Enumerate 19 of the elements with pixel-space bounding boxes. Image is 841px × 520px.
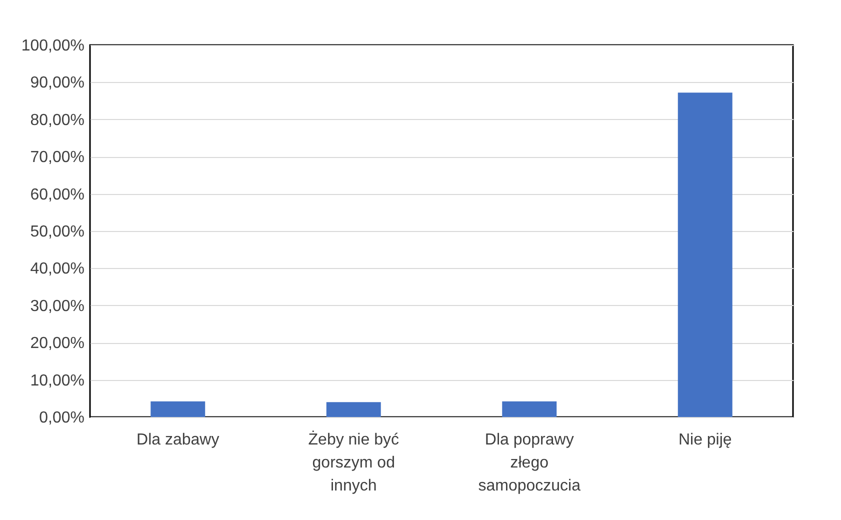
bar (150, 401, 206, 417)
y-tick-label: 40,00% (30, 260, 84, 278)
x-tick-label: Nie piję (678, 432, 732, 448)
x-tick-label: Dla poprawy złego samopoczucia (478, 432, 581, 494)
y-tick-label: 80,00% (30, 112, 84, 129)
y-tick-label: 90,00% (30, 74, 84, 92)
y-tick-label: 50,00% (30, 224, 84, 240)
bar (326, 402, 381, 417)
bar (502, 401, 557, 417)
x-tick-label: Dla zabawy (136, 432, 220, 448)
y-tick-label: 20,00% (30, 335, 84, 352)
y-tick-label: 60,00% (30, 186, 84, 204)
y-tick-label: 0,00% (39, 410, 84, 426)
bar (678, 92, 732, 417)
x-tick-label: Żeby nie być gorszym od innych (308, 430, 399, 494)
y-tick-label: 30,00% (30, 298, 84, 315)
y-tick-label: 70,00% (30, 149, 84, 166)
y-tick-label: 10,00% (30, 372, 84, 390)
y-tick-label: 100,00% (21, 38, 84, 54)
